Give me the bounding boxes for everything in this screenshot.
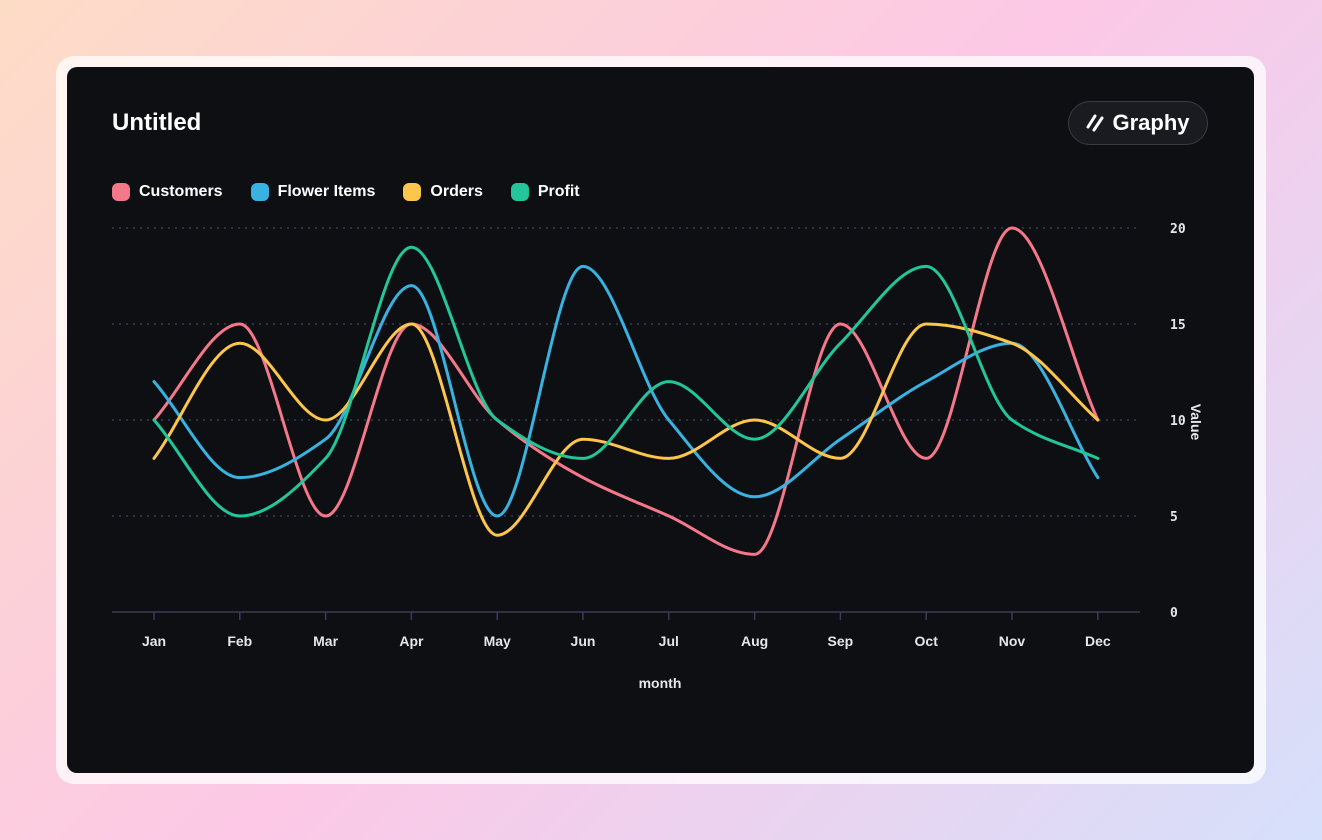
line-chart: 0 5 10 15 20 Jan Feb Mar Apr May Jun Jul Aug Sep Oct No… bbox=[112, 222, 1204, 691]
y-tick-label: 15 bbox=[1170, 318, 1186, 333]
legend-label: Customers bbox=[139, 183, 223, 200]
legend-item-customers[interactable]: Customers bbox=[112, 183, 223, 201]
chart-card: Untitled Graphy Customers Flower Items Ord… bbox=[67, 67, 1254, 773]
y-tick-label: 5 bbox=[1170, 510, 1178, 525]
legend-item-flower-items[interactable]: Flower Items bbox=[250, 183, 376, 201]
x-tick-label: Mar bbox=[313, 633, 338, 649]
chart-title: Untitled bbox=[112, 109, 202, 136]
x-tick-label: Sep bbox=[828, 633, 854, 649]
legend-label: Orders bbox=[430, 183, 483, 200]
x-tick-label: Jul bbox=[659, 633, 679, 649]
y-axis-title: Value bbox=[1188, 404, 1204, 441]
legend-item-orders[interactable]: Orders bbox=[403, 183, 483, 201]
y-tick-label: 0 bbox=[1170, 606, 1178, 621]
x-tick-label: Apr bbox=[399, 633, 424, 649]
series-line-orders bbox=[152, 322, 1100, 537]
y-tick-label: 20 bbox=[1170, 222, 1186, 237]
series-line-flower-items bbox=[152, 264, 1100, 518]
x-axis-title: month bbox=[639, 675, 682, 691]
x-tick-label: Oct bbox=[915, 633, 939, 649]
legend-item-profit[interactable]: Profit bbox=[510, 183, 580, 201]
graphy-brand-button[interactable]: Graphy bbox=[1068, 101, 1208, 145]
x-tick-label: Jun bbox=[571, 633, 596, 649]
series-line-profit bbox=[152, 245, 1100, 518]
graphy-logo-icon bbox=[1086, 114, 1104, 132]
x-tick-label: Feb bbox=[227, 633, 252, 649]
legend-swatch bbox=[403, 183, 422, 201]
brand-label: Graphy bbox=[1112, 110, 1190, 135]
x-tick-label: Aug bbox=[741, 633, 768, 649]
x-tick-label: May bbox=[484, 633, 511, 649]
chart-legend: Customers Flower Items Orders Profit bbox=[112, 183, 580, 201]
x-tick-label: Nov bbox=[999, 633, 1026, 649]
x-tick-label: Dec bbox=[1085, 633, 1111, 649]
legend-label: Flower Items bbox=[277, 183, 376, 200]
legend-swatch bbox=[112, 183, 130, 201]
legend-label: Profit bbox=[537, 183, 580, 200]
y-tick-label: 10 bbox=[1170, 414, 1186, 429]
x-tick-label: Jan bbox=[142, 633, 166, 649]
series-line-customers bbox=[152, 226, 1100, 556]
legend-swatch bbox=[510, 183, 529, 201]
legend-swatch bbox=[250, 183, 269, 201]
